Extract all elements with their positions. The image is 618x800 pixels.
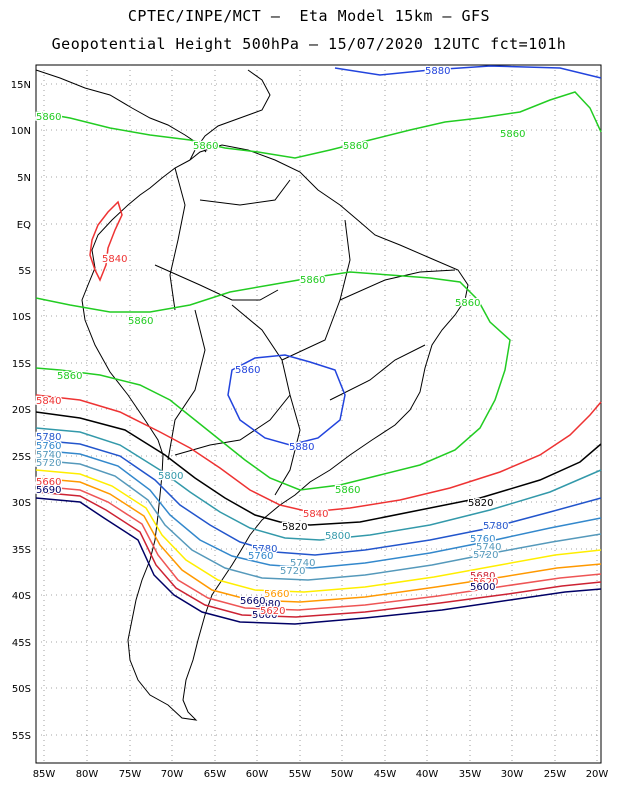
caribbean-coast bbox=[189, 69, 271, 161]
contour-label: 5760 bbox=[470, 534, 495, 545]
contour-label: 5680 bbox=[470, 571, 495, 582]
longitude-labels: 85W 80W 75W 70W 65W 60W 55W 50W 45W 40W 35W 30W 25W 2… bbox=[33, 769, 609, 780]
contour-5760 bbox=[35, 449, 602, 569]
contour-5660 bbox=[35, 491, 602, 618]
longitude-label: 55W bbox=[289, 769, 312, 780]
contour-label: 5860 bbox=[193, 141, 218, 152]
longitude-label: 75W bbox=[119, 769, 142, 780]
contour-label: 5880 bbox=[289, 442, 314, 453]
contour-label: 5680 bbox=[255, 599, 280, 610]
latitude-label: 30S bbox=[12, 498, 31, 509]
latitude-label: 20S bbox=[12, 405, 31, 416]
contour-label: 5800 bbox=[158, 471, 183, 482]
contour-label: 5860 bbox=[235, 365, 260, 376]
contour-label: 5880 bbox=[425, 66, 450, 77]
contour-label: 5740 bbox=[290, 558, 315, 569]
contour-5880-north bbox=[334, 65, 602, 79]
contour-label: 5620 bbox=[260, 606, 285, 617]
contour-label: 5860 bbox=[128, 316, 153, 327]
contour-label: 5780 bbox=[252, 544, 277, 555]
latitude-label: 15S bbox=[12, 359, 31, 370]
contour-label: 5860 bbox=[335, 485, 360, 496]
latitude-label: 25S bbox=[12, 452, 31, 463]
contour-5880-closed bbox=[227, 354, 346, 446]
contour-label: 5780 bbox=[483, 521, 508, 532]
contour-5840-south bbox=[35, 394, 602, 513]
longitude-label: 60W bbox=[246, 769, 269, 780]
contour-label: 5760 bbox=[36, 441, 61, 452]
contour-label: 5860 bbox=[300, 275, 325, 286]
contour-5860-south bbox=[35, 271, 511, 491]
contour-label: 5600 bbox=[470, 582, 495, 593]
longitude-label: 65W bbox=[204, 769, 227, 780]
latitude-label: 5S bbox=[18, 266, 31, 277]
contour-label: 5600 bbox=[252, 610, 277, 621]
contour-label: 5740 bbox=[476, 542, 501, 553]
latitude-label: 35S bbox=[12, 545, 31, 556]
contour-label: 5720 bbox=[36, 458, 61, 469]
contour-label: 5690 bbox=[36, 485, 61, 496]
longitude-label: 50W bbox=[331, 769, 354, 780]
map-subtitle: Geopotential Height 500hPa – 15/07/2020 … bbox=[51, 35, 567, 53]
latitude-label: 45S bbox=[12, 638, 31, 649]
longitude-label: 30W bbox=[501, 769, 524, 780]
longitude-label: 25W bbox=[544, 769, 567, 780]
contour-label: 5620 bbox=[473, 577, 498, 588]
contour-5740 bbox=[35, 459, 602, 581]
contour-5820 bbox=[35, 411, 602, 526]
latitude-label: 15N bbox=[11, 80, 31, 91]
contour-label: 5820 bbox=[468, 498, 493, 509]
contour-5800 bbox=[35, 427, 602, 541]
latitude-label: 5N bbox=[17, 173, 31, 184]
longitude-label: 35W bbox=[459, 769, 482, 780]
latitude-label: 55S bbox=[12, 731, 31, 742]
longitude-label: 45W bbox=[374, 769, 397, 780]
contour-label: 5860 bbox=[36, 112, 61, 123]
latitude-label: EQ bbox=[17, 220, 31, 231]
contour-label: 5740 bbox=[36, 450, 61, 461]
latitude-label: 50S bbox=[12, 684, 31, 695]
contour-value-labels: 5880 5860 5860 5860 5860 5860 5860 5860 5860 5860… bbox=[35, 65, 527, 623]
longitude-label: 20W bbox=[586, 769, 609, 780]
contour-label: 5860 bbox=[455, 298, 480, 309]
south-america-coast bbox=[81, 144, 469, 721]
contour-label: 5660 bbox=[240, 596, 265, 607]
longitude-label: 85W bbox=[33, 769, 56, 780]
contour-label: 5660 bbox=[36, 477, 61, 488]
contour-label: 5860 bbox=[500, 129, 525, 140]
map-title: CPTEC/INPE/MCT – Eta Model 15km – GFS bbox=[127, 7, 491, 25]
contour-5860-north bbox=[35, 91, 602, 159]
contour-5720 bbox=[35, 469, 602, 593]
latitude-label: 10S bbox=[12, 312, 31, 323]
contour-label: 5840 bbox=[36, 396, 61, 407]
contour-label: 5860 bbox=[57, 371, 82, 382]
contour-lines bbox=[35, 65, 602, 625]
contour-5640 bbox=[35, 497, 602, 625]
map-frame bbox=[35, 64, 602, 764]
latitude-label: 10N bbox=[11, 126, 31, 137]
latitude-labels: 15N 10N 5N EQ 5S 10S 15S 20S 25S 30S 35S 40S 45S 50S 5… bbox=[11, 80, 31, 742]
contour-label: 5800 bbox=[325, 531, 350, 542]
contour-label: 5860 bbox=[343, 141, 368, 152]
longitude-label: 80W bbox=[76, 769, 99, 780]
contour-label: 5720 bbox=[473, 550, 498, 561]
longitude-label: 40W bbox=[416, 769, 439, 780]
contour-label: 5660 bbox=[264, 589, 289, 600]
contour-label: 5780 bbox=[36, 432, 61, 443]
contour-label: 5760 bbox=[248, 551, 273, 562]
longitude-label: 70W bbox=[161, 769, 184, 780]
latitude-label: 40S bbox=[12, 591, 31, 602]
contour-5840-closed bbox=[89, 200, 123, 282]
contour-label: 5840 bbox=[102, 254, 127, 265]
contour-5700 bbox=[35, 477, 602, 603]
contour-label: 5720 bbox=[280, 566, 305, 577]
contour-5680 bbox=[35, 485, 602, 611]
contour-label: 5820 bbox=[282, 522, 307, 533]
contour-label: 5840 bbox=[303, 509, 328, 520]
contour-5780 bbox=[35, 439, 602, 556]
